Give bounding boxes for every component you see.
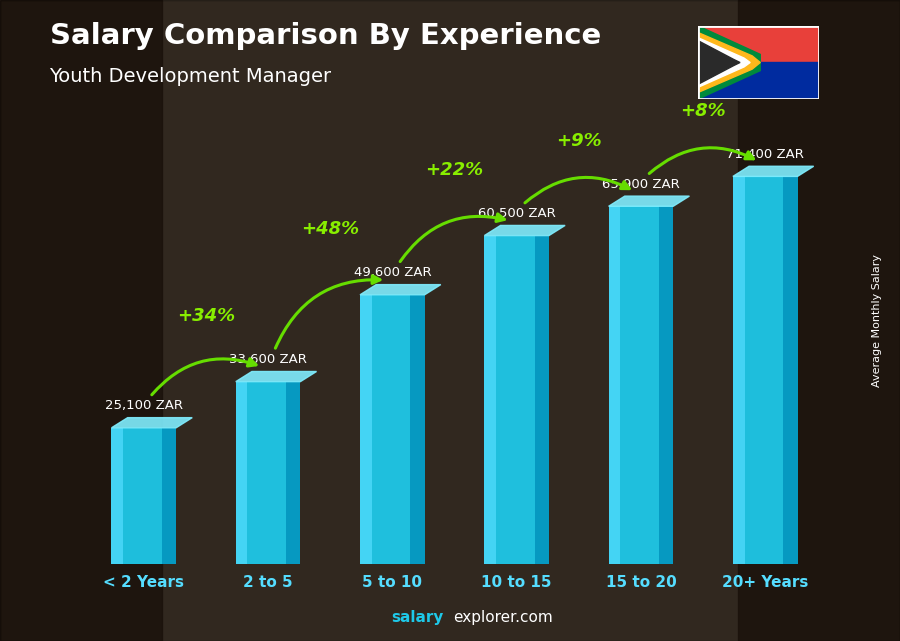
Text: Average Monthly Salary: Average Monthly Salary	[872, 254, 883, 387]
Bar	[360, 295, 425, 564]
Text: +48%: +48%	[302, 221, 359, 238]
Bar	[733, 176, 797, 564]
Bar	[410, 295, 425, 564]
Bar	[286, 381, 301, 564]
Bar	[535, 236, 549, 564]
Text: +34%: +34%	[177, 307, 235, 326]
Polygon shape	[698, 34, 732, 91]
Bar	[783, 176, 797, 564]
Bar	[733, 176, 744, 564]
Bar	[0, 0, 162, 641]
Text: 65,900 ZAR: 65,900 ZAR	[602, 178, 680, 190]
Text: 25,100 ZAR: 25,100 ZAR	[104, 399, 183, 412]
Text: Salary Comparison By Experience: Salary Comparison By Experience	[50, 22, 601, 51]
Text: 71,400 ZAR: 71,400 ZAR	[726, 147, 805, 161]
Bar	[608, 206, 673, 564]
Text: 60,500 ZAR: 60,500 ZAR	[478, 207, 555, 220]
Bar	[608, 206, 620, 564]
Text: explorer.com: explorer.com	[453, 610, 553, 625]
Bar	[484, 236, 549, 564]
Bar	[738, 0, 900, 641]
Polygon shape	[698, 37, 751, 88]
Polygon shape	[112, 418, 193, 428]
Polygon shape	[608, 196, 689, 206]
Polygon shape	[236, 372, 317, 381]
Polygon shape	[698, 26, 760, 99]
Polygon shape	[360, 285, 441, 295]
Polygon shape	[698, 40, 740, 85]
Text: 33,600 ZAR: 33,600 ZAR	[230, 353, 307, 366]
Text: salary: salary	[392, 610, 444, 625]
Bar	[162, 428, 176, 564]
Bar	[698, 26, 819, 62]
Bar	[236, 381, 301, 564]
Text: +8%: +8%	[680, 102, 726, 120]
Bar	[659, 206, 673, 564]
Polygon shape	[484, 226, 565, 236]
Polygon shape	[698, 32, 760, 93]
Bar	[698, 62, 819, 99]
Polygon shape	[733, 166, 814, 176]
Bar	[360, 295, 372, 564]
Text: +22%: +22%	[426, 162, 483, 179]
Bar	[484, 236, 496, 564]
Bar	[236, 381, 248, 564]
Text: Youth Development Manager: Youth Development Manager	[50, 67, 331, 87]
Text: 49,600 ZAR: 49,600 ZAR	[354, 266, 431, 279]
Text: +9%: +9%	[556, 132, 601, 150]
Bar	[112, 428, 176, 564]
Bar	[112, 428, 123, 564]
